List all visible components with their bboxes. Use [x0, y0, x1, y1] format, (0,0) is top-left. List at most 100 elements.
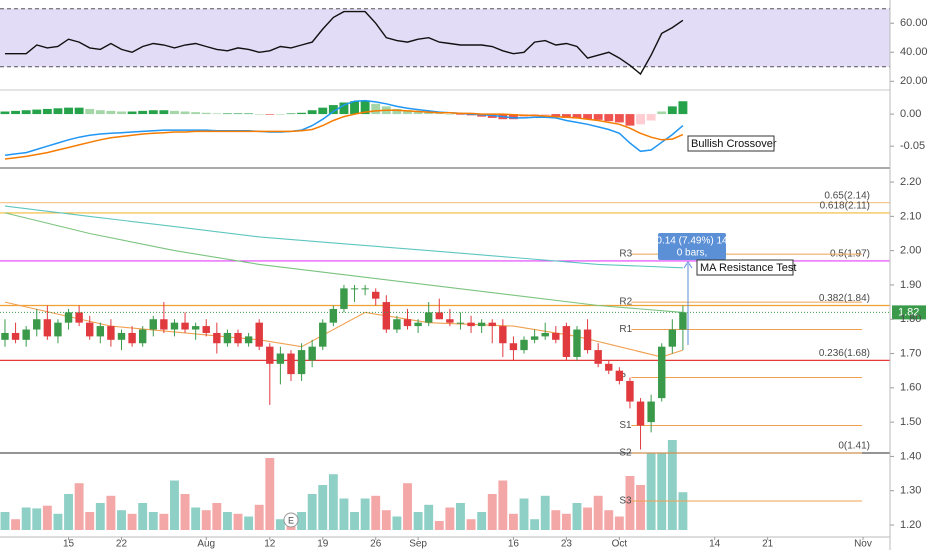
volume-bar: [138, 503, 148, 530]
earnings-label: E: [288, 515, 294, 525]
volume-bar: [371, 495, 381, 530]
fib-label: 0.236(1.68): [819, 348, 870, 359]
histogram-bar: [297, 112, 307, 115]
volume-bar: [519, 498, 529, 530]
volume-bar: [53, 513, 63, 530]
volume-bar: [477, 512, 487, 530]
signal-line: [4, 109, 684, 160]
x-tick-label: 12: [264, 539, 276, 550]
histogram-bar: [540, 114, 550, 116]
volume-bar: [561, 513, 571, 530]
histogram-bar: [0, 111, 10, 115]
volume-bar: [540, 495, 550, 530]
candle-body: [414, 322, 422, 327]
x-tick-label: 15: [63, 539, 75, 550]
moving-average: [4, 205, 683, 269]
histogram-bar: [74, 107, 84, 115]
y-tick-label: 60.00: [900, 17, 928, 29]
candle-body: [308, 346, 316, 361]
y-tick-label: 1.40: [900, 450, 921, 462]
y-tick-label: 40.00: [900, 46, 928, 58]
volume-bar: [604, 510, 614, 530]
candle-body: [530, 336, 539, 340]
volume-bar: [434, 521, 444, 530]
pivot-label: R2: [619, 297, 632, 308]
y-tick-label: 1.30: [900, 485, 921, 497]
histogram-bar: [85, 108, 95, 115]
candle-body: [372, 291, 380, 299]
histogram-bar: [403, 110, 412, 115]
candle-body: [64, 312, 73, 323]
histogram-bar: [180, 111, 190, 115]
volume-bar: [360, 498, 370, 530]
volume-bar: [424, 504, 434, 530]
histogram-bar: [307, 110, 317, 115]
moving-average: [4, 212, 683, 313]
annotation-text: Bullish Crossover: [691, 138, 777, 150]
candle-body: [658, 346, 666, 399]
volume-bar: [678, 492, 688, 530]
volume-bar: [392, 516, 402, 530]
histogram-bar: [625, 114, 635, 126]
volume-bar: [551, 510, 561, 530]
volume-bar: [572, 503, 582, 530]
histogram-bar: [170, 110, 179, 115]
candle-body: [223, 332, 232, 344]
last-price-box: [892, 305, 926, 320]
x-tick-label: Sep: [409, 539, 427, 550]
candle-body: [43, 319, 52, 337]
y-tick-label: 2.00: [900, 245, 921, 257]
histogram-bar: [191, 112, 201, 115]
histogram-bar: [350, 101, 359, 115]
earnings-marker: [283, 512, 299, 528]
candle-body: [477, 322, 486, 327]
macd-line: [4, 99, 684, 156]
measure-arrow-head: [683, 261, 693, 269]
candle-body: [117, 332, 126, 340]
volume-bar: [275, 519, 285, 530]
histogram-bar: [445, 114, 455, 115]
histogram-bar: [561, 114, 571, 118]
volume-bar: [508, 513, 518, 530]
volume-bar: [191, 507, 201, 530]
candle-body: [213, 332, 221, 344]
histogram-bar: [318, 107, 328, 115]
histogram-bar: [233, 113, 243, 115]
candle-body: [562, 326, 571, 357]
x-tick-label: 21: [762, 539, 774, 550]
histogram-bar: [572, 114, 582, 119]
fib-label: 0.65(2.14): [824, 190, 870, 201]
histogram-bar: [265, 114, 275, 115]
candle-body: [255, 322, 263, 347]
volume-bar: [11, 519, 21, 530]
measure-label: 0.14 (7.49%) 14: [656, 236, 728, 247]
candle-body: [234, 332, 242, 344]
candle-body: [149, 319, 157, 330]
histogram-bar: [360, 101, 370, 115]
volume-bar: [148, 512, 158, 530]
histogram-bar: [117, 111, 126, 115]
candle-body: [636, 401, 645, 426]
candle-body: [467, 322, 475, 327]
volume-bar: [445, 507, 455, 530]
y-tick-label: 1.80: [900, 313, 921, 325]
histogram-bar: [551, 114, 561, 117]
pivot-label: S2: [619, 448, 632, 459]
volume-bar: [32, 508, 42, 530]
histogram-bar: [371, 103, 381, 115]
volume-bar: [413, 512, 423, 530]
candle-body: [594, 350, 602, 364]
x-tick-label: 22: [116, 539, 128, 550]
histogram-bar: [127, 111, 137, 115]
x-tick-label: 26: [370, 539, 382, 550]
x-tick-label: 16: [508, 539, 520, 550]
histogram-bar: [11, 110, 21, 115]
candle-body: [573, 329, 581, 357]
candle-body: [287, 353, 295, 375]
y-tick-label: 1.90: [900, 279, 921, 291]
volume-bar: [466, 519, 476, 530]
candle-body: [340, 288, 348, 309]
candle-body: [435, 312, 443, 320]
histogram-bar: [254, 114, 264, 115]
